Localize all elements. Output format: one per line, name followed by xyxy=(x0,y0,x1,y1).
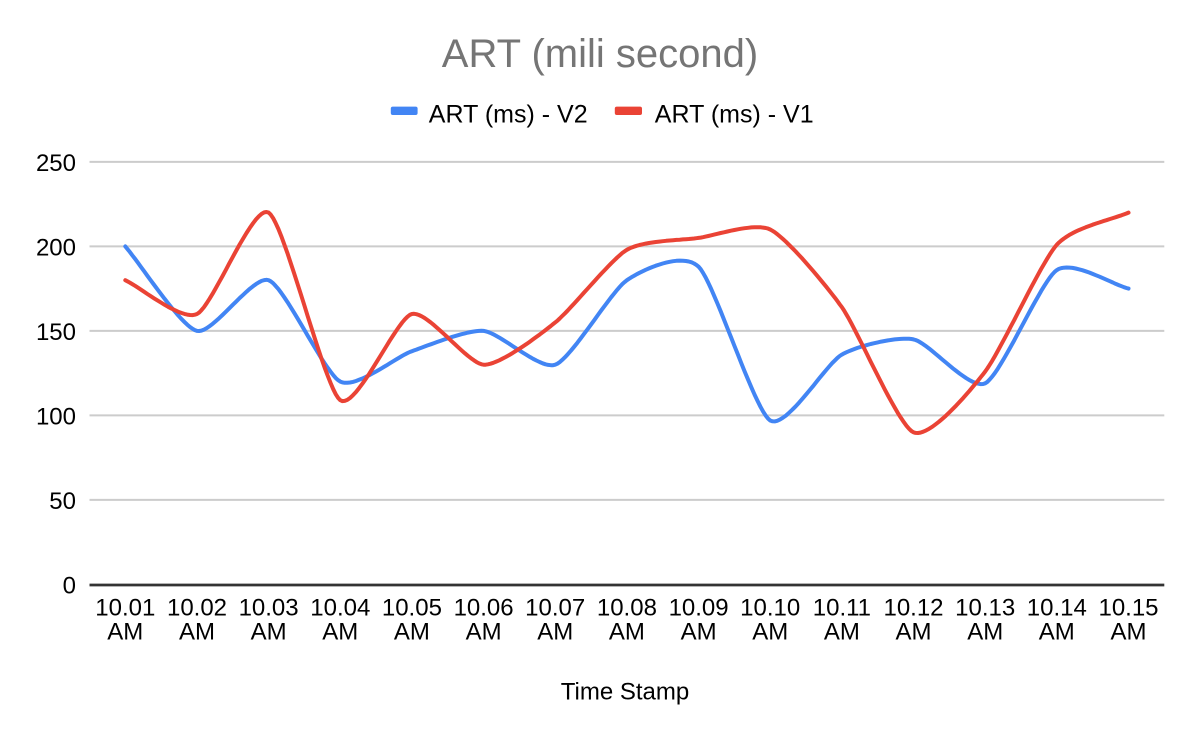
svg-text:AM: AM xyxy=(394,619,430,646)
svg-text:ART (ms) - V1: ART (ms) - V1 xyxy=(655,101,814,129)
svg-text:ART (ms) - V2: ART (ms) - V2 xyxy=(429,101,588,129)
svg-text:AM: AM xyxy=(967,619,1003,646)
svg-text:AM: AM xyxy=(1039,619,1075,646)
svg-text:10.02: 10.02 xyxy=(167,595,227,622)
svg-text:10.05: 10.05 xyxy=(382,595,442,622)
svg-text:AM: AM xyxy=(179,619,215,646)
svg-text:10.10: 10.10 xyxy=(740,595,800,622)
svg-text:10.04: 10.04 xyxy=(310,595,370,622)
svg-text:50: 50 xyxy=(49,488,76,515)
svg-text:AM: AM xyxy=(752,619,788,646)
svg-text:100: 100 xyxy=(36,404,76,431)
svg-text:250: 250 xyxy=(36,150,76,177)
svg-text:10.12: 10.12 xyxy=(883,595,943,622)
svg-text:ART (mili second): ART (mili second) xyxy=(442,32,758,76)
svg-text:10.08: 10.08 xyxy=(597,595,657,622)
svg-text:10.11: 10.11 xyxy=(813,595,871,622)
svg-text:10.01: 10.01 xyxy=(95,595,155,622)
svg-text:AM: AM xyxy=(1111,619,1147,646)
svg-text:10.07: 10.07 xyxy=(525,595,585,622)
svg-text:AM: AM xyxy=(537,619,573,646)
svg-text:Time Stamp: Time Stamp xyxy=(561,679,689,706)
svg-text:AM: AM xyxy=(107,619,143,646)
svg-text:150: 150 xyxy=(36,319,76,346)
svg-text:10.15: 10.15 xyxy=(1098,595,1158,622)
svg-text:0: 0 xyxy=(63,573,76,600)
svg-text:10.03: 10.03 xyxy=(239,595,299,622)
svg-text:10.14: 10.14 xyxy=(1027,595,1087,622)
svg-text:10.06: 10.06 xyxy=(454,595,514,622)
svg-text:AM: AM xyxy=(322,619,358,646)
svg-text:AM: AM xyxy=(609,619,645,646)
svg-text:10.13: 10.13 xyxy=(955,595,1015,622)
svg-text:10.09: 10.09 xyxy=(669,595,729,622)
svg-text:AM: AM xyxy=(824,619,860,646)
svg-text:200: 200 xyxy=(36,235,76,262)
svg-text:AM: AM xyxy=(681,619,717,646)
svg-text:AM: AM xyxy=(466,619,502,646)
svg-text:AM: AM xyxy=(251,619,287,646)
svg-text:AM: AM xyxy=(896,619,932,646)
